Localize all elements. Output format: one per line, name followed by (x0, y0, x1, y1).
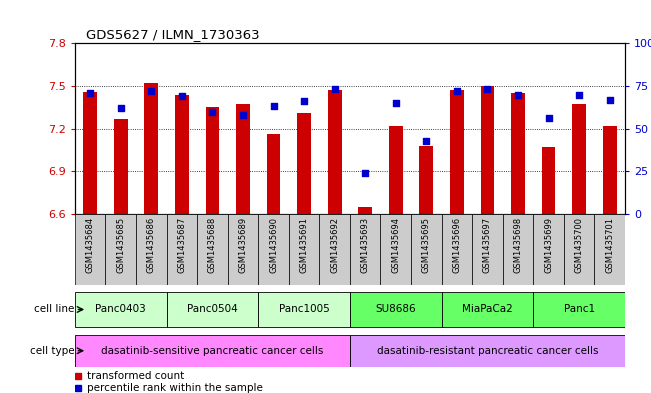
Bar (564, 214, 594, 285)
Bar (411, 214, 441, 285)
Bar (236, 105, 250, 214)
Text: GSM1435696: GSM1435696 (452, 217, 462, 273)
Bar (350, 214, 380, 285)
Bar (503, 214, 533, 285)
Bar (480, 86, 494, 214)
Bar (350, 335, 625, 367)
Bar (136, 214, 167, 285)
Bar (175, 94, 189, 214)
Point (574, 91, 585, 97)
Text: Panc1005: Panc1005 (279, 305, 329, 314)
Bar (75, 214, 105, 285)
Bar (258, 214, 289, 285)
Point (544, 115, 554, 121)
Bar (389, 126, 402, 214)
Text: GSM1435701: GSM1435701 (605, 217, 614, 273)
Bar (197, 214, 228, 285)
Bar (350, 292, 441, 327)
Bar (145, 83, 158, 214)
Bar (380, 214, 411, 285)
Point (513, 91, 523, 97)
Text: GSM1435686: GSM1435686 (146, 217, 156, 273)
Point (391, 100, 401, 106)
Text: GSM1435688: GSM1435688 (208, 217, 217, 273)
Text: GSM1435684: GSM1435684 (86, 217, 94, 273)
Bar (298, 113, 311, 214)
Bar (75, 292, 167, 327)
Bar (542, 147, 555, 214)
Bar (358, 207, 372, 214)
Text: dasatinib-resistant pancreatic cancer cells: dasatinib-resistant pancreatic cancer ce… (377, 346, 598, 356)
Bar (450, 90, 464, 214)
Bar (572, 105, 586, 214)
Text: GSM1435700: GSM1435700 (575, 217, 583, 273)
Text: GSM1435698: GSM1435698 (514, 217, 523, 273)
Point (115, 105, 126, 111)
Bar (441, 292, 533, 327)
Bar (419, 146, 433, 214)
Point (268, 103, 279, 110)
Bar (114, 119, 128, 214)
Point (329, 86, 340, 92)
Text: GDS5627 / ILMN_1730363: GDS5627 / ILMN_1730363 (86, 28, 260, 40)
Text: transformed count: transformed count (87, 371, 184, 381)
Text: GSM1435693: GSM1435693 (361, 217, 370, 273)
Text: SU8686: SU8686 (376, 305, 416, 314)
Bar (167, 292, 258, 327)
Text: GSM1435685: GSM1435685 (117, 217, 125, 273)
Text: cell line: cell line (35, 305, 75, 314)
Bar (83, 92, 97, 214)
Point (207, 108, 217, 115)
Bar (267, 134, 281, 214)
Bar (206, 107, 219, 214)
Text: GSM1435692: GSM1435692 (330, 217, 339, 273)
Bar (594, 214, 625, 285)
Point (238, 112, 248, 118)
Bar (441, 214, 472, 285)
Text: cell type: cell type (30, 346, 75, 356)
Point (360, 170, 370, 176)
Bar (533, 214, 564, 285)
Bar (320, 214, 350, 285)
Bar (228, 214, 258, 285)
Bar (75, 335, 350, 367)
Point (421, 138, 432, 144)
Bar (511, 93, 525, 214)
Text: Panc0504: Panc0504 (187, 305, 238, 314)
Text: GSM1435690: GSM1435690 (269, 217, 278, 273)
Bar (105, 214, 136, 285)
Text: GSM1435689: GSM1435689 (238, 217, 247, 273)
Bar (533, 292, 625, 327)
Bar (258, 292, 350, 327)
Point (605, 97, 615, 103)
Bar (472, 214, 503, 285)
Text: Panc1: Panc1 (564, 305, 594, 314)
Point (452, 88, 462, 94)
Text: Panc0403: Panc0403 (95, 305, 146, 314)
Point (85, 90, 95, 96)
Text: GSM1435694: GSM1435694 (391, 217, 400, 273)
Text: MiaPaCa2: MiaPaCa2 (462, 305, 513, 314)
Bar (327, 90, 342, 214)
Text: GSM1435687: GSM1435687 (177, 217, 186, 273)
Text: percentile rank within the sample: percentile rank within the sample (87, 383, 263, 393)
Bar (289, 214, 320, 285)
Point (146, 88, 156, 94)
Text: GSM1435697: GSM1435697 (483, 217, 492, 273)
Text: GSM1435691: GSM1435691 (299, 217, 309, 273)
Text: dasatinib-sensitive pancreatic cancer cells: dasatinib-sensitive pancreatic cancer ce… (101, 346, 324, 356)
Point (299, 98, 309, 105)
Bar (603, 126, 616, 214)
Text: GSM1435699: GSM1435699 (544, 217, 553, 273)
Point (482, 86, 493, 92)
Text: GSM1435695: GSM1435695 (422, 217, 431, 273)
Point (176, 93, 187, 99)
Bar (167, 214, 197, 285)
